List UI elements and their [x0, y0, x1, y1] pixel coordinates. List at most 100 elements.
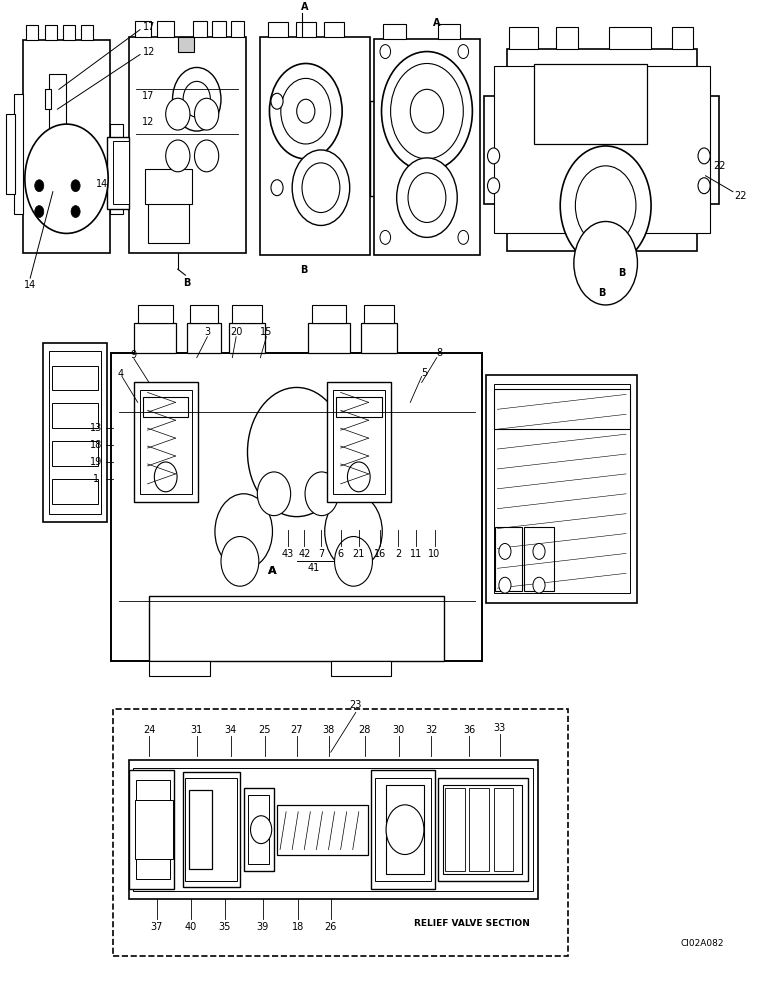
Bar — [145, 169, 192, 204]
Circle shape — [280, 78, 331, 144]
Text: 30: 30 — [393, 725, 405, 735]
Bar — [23, 40, 109, 253]
Text: 18: 18 — [292, 922, 304, 932]
Bar — [14, 94, 23, 214]
Text: A: A — [300, 2, 308, 12]
Bar — [27, 25, 39, 40]
Text: B: B — [598, 288, 606, 298]
Bar — [128, 37, 246, 253]
Bar — [268, 22, 287, 37]
Bar — [187, 323, 221, 353]
Bar — [249, 795, 270, 864]
Text: 11: 11 — [410, 549, 423, 559]
Circle shape — [71, 206, 80, 218]
Bar — [486, 375, 638, 603]
Circle shape — [35, 206, 44, 218]
Text: 32: 32 — [426, 725, 438, 735]
Circle shape — [271, 180, 283, 196]
Bar — [312, 305, 346, 323]
Text: 5: 5 — [421, 368, 427, 378]
Circle shape — [487, 178, 499, 194]
Bar — [52, 479, 97, 504]
Circle shape — [166, 140, 190, 172]
Circle shape — [533, 543, 545, 559]
Bar — [45, 25, 57, 40]
Bar — [493, 788, 513, 871]
Bar — [135, 800, 173, 859]
Circle shape — [271, 93, 283, 109]
Circle shape — [560, 146, 651, 265]
Bar — [336, 397, 382, 417]
Text: 31: 31 — [191, 725, 203, 735]
Text: A: A — [433, 18, 441, 28]
Circle shape — [251, 816, 272, 844]
Bar — [190, 305, 218, 323]
Text: 9: 9 — [131, 350, 137, 360]
Circle shape — [380, 45, 391, 59]
Bar — [185, 778, 237, 881]
Bar — [113, 709, 568, 956]
Text: 17: 17 — [141, 91, 154, 101]
Text: CI02A082: CI02A082 — [680, 939, 724, 948]
Bar — [193, 21, 207, 37]
Circle shape — [258, 472, 290, 516]
Circle shape — [305, 472, 338, 516]
Circle shape — [487, 148, 499, 164]
Text: B: B — [183, 278, 191, 288]
Circle shape — [533, 577, 545, 593]
Bar — [438, 778, 528, 881]
Text: 16: 16 — [374, 549, 386, 559]
Text: 39: 39 — [257, 922, 269, 932]
Circle shape — [183, 81, 211, 117]
Bar — [232, 305, 262, 323]
Text: 8: 8 — [436, 348, 442, 358]
Text: 21: 21 — [353, 549, 365, 559]
Circle shape — [334, 537, 372, 586]
Bar — [438, 24, 461, 39]
Text: 26: 26 — [325, 922, 337, 932]
Bar — [470, 788, 489, 871]
Bar — [673, 27, 693, 49]
Bar — [52, 403, 97, 428]
Circle shape — [292, 150, 350, 225]
Text: 2: 2 — [395, 549, 401, 559]
Bar — [524, 527, 554, 591]
Bar — [183, 772, 240, 887]
Bar — [327, 382, 391, 502]
Circle shape — [173, 67, 221, 131]
Circle shape — [458, 45, 469, 59]
Bar — [134, 323, 176, 353]
Text: 18: 18 — [90, 440, 102, 450]
Circle shape — [71, 180, 80, 192]
Bar — [136, 780, 170, 879]
Bar — [81, 25, 93, 40]
Bar — [324, 22, 344, 37]
Circle shape — [499, 543, 511, 559]
Circle shape — [408, 173, 446, 222]
Text: 40: 40 — [185, 922, 197, 932]
Text: 1: 1 — [93, 474, 99, 484]
Text: 6: 6 — [337, 549, 344, 559]
Bar — [277, 805, 368, 855]
Text: 22: 22 — [734, 191, 747, 201]
Circle shape — [248, 387, 346, 517]
Text: 33: 33 — [493, 723, 505, 733]
Circle shape — [25, 124, 108, 233]
Bar — [111, 353, 483, 661]
Bar — [40, 144, 95, 214]
Text: 14: 14 — [96, 179, 108, 189]
Bar — [143, 397, 188, 417]
Bar — [495, 527, 521, 591]
Text: 7: 7 — [318, 549, 324, 559]
Text: 13: 13 — [90, 423, 102, 433]
Bar — [507, 49, 696, 251]
Text: 27: 27 — [290, 725, 303, 735]
Bar — [445, 788, 465, 871]
Bar — [333, 390, 385, 494]
Text: 28: 28 — [359, 725, 371, 735]
Bar — [113, 141, 128, 204]
Circle shape — [215, 494, 273, 569]
Bar — [308, 323, 350, 353]
Circle shape — [382, 52, 473, 171]
Circle shape — [410, 89, 444, 133]
